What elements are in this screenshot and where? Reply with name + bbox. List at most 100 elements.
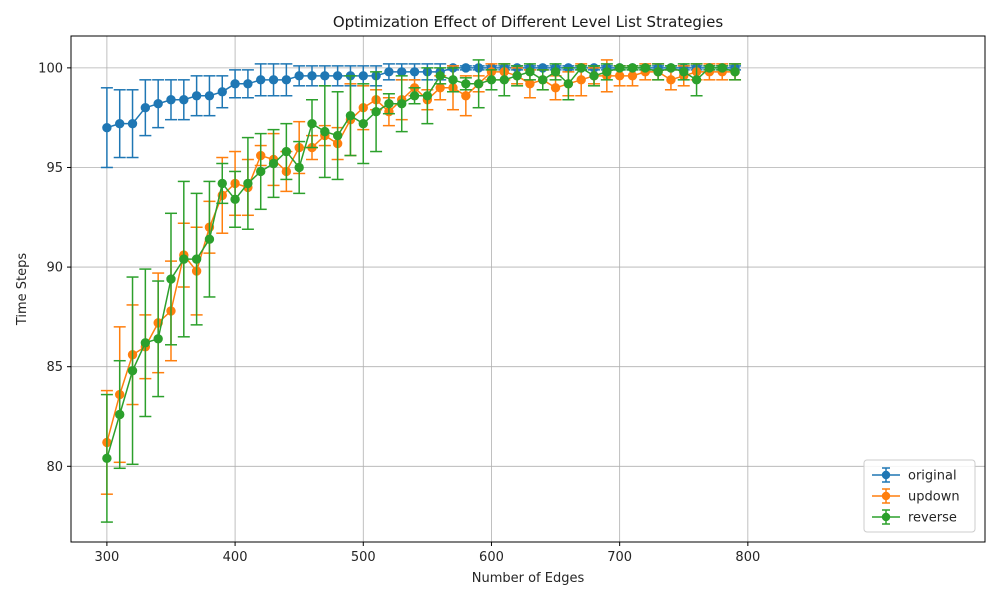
- data-point: [525, 79, 535, 89]
- data-point: [653, 67, 663, 77]
- data-point: [512, 71, 522, 81]
- data-point: [320, 71, 330, 81]
- data-point: [666, 63, 676, 73]
- data-point: [666, 75, 676, 85]
- data-point: [397, 67, 407, 77]
- data-point: [704, 63, 715, 73]
- x-axis-label: Number of Edges: [472, 571, 585, 586]
- data-point: [217, 178, 227, 189]
- data-point: [499, 75, 509, 85]
- data-point: [563, 79, 574, 89]
- legend: original updown reverse: [863, 459, 976, 533]
- data-point: [730, 67, 740, 77]
- legend-item-original: original: [872, 467, 957, 484]
- data-point: [191, 254, 202, 264]
- data-point: [576, 63, 586, 73]
- y-tick-label: 100: [38, 61, 63, 76]
- chart-title: Optimization Effect of Different Level L…: [333, 13, 724, 31]
- data-point: [525, 67, 535, 77]
- data-point: [435, 71, 445, 81]
- data-point: [550, 83, 561, 93]
- data-point: [384, 99, 394, 109]
- data-point: [435, 83, 445, 93]
- data-point: [640, 63, 650, 73]
- data-point: [217, 87, 227, 97]
- data-point: [538, 75, 548, 85]
- data-point: [358, 71, 368, 81]
- data-point: [461, 91, 471, 101]
- data-point: [332, 71, 343, 81]
- y-tick-label: 85: [46, 360, 63, 375]
- data-point: [243, 79, 253, 89]
- data-point: [627, 63, 638, 73]
- data-point: [230, 79, 240, 89]
- data-point: [281, 75, 292, 85]
- data-point: [473, 79, 484, 89]
- data-point: [115, 118, 125, 129]
- data-point: [268, 75, 279, 85]
- data-point: [102, 453, 112, 464]
- legend-marker: [881, 470, 891, 480]
- data-point: [294, 71, 304, 81]
- data-point: [384, 67, 394, 77]
- legend-box: [863, 459, 976, 533]
- data-point: [294, 162, 304, 173]
- x-tick-label: 300: [94, 550, 119, 565]
- data-point: [115, 409, 125, 420]
- data-point: [409, 91, 420, 101]
- data-point: [166, 95, 176, 105]
- data-point: [345, 110, 356, 121]
- data-point: [409, 67, 420, 77]
- data-point: [717, 63, 727, 73]
- data-point: [153, 334, 163, 344]
- data-point: [127, 365, 138, 376]
- x-tick-label: 800: [735, 550, 760, 565]
- data-point: [422, 91, 433, 101]
- data-point: [397, 99, 407, 109]
- data-point: [589, 71, 599, 81]
- data-point: [256, 75, 266, 85]
- data-point: [602, 67, 612, 77]
- data-point: [358, 118, 368, 129]
- legend-marker: [881, 491, 891, 501]
- data-point: [332, 130, 343, 141]
- data-point: [166, 274, 176, 284]
- data-point: [371, 107, 381, 117]
- data-point: [179, 95, 189, 105]
- data-point: [204, 234, 215, 244]
- plot-series: [100, 59, 742, 523]
- data-point: [576, 75, 586, 85]
- data-point: [140, 338, 151, 348]
- data-point: [550, 67, 561, 77]
- axis-ticks: 300 400 500 600 700 800 80 85 90 95 100: [38, 61, 760, 565]
- data-point: [320, 126, 330, 137]
- data-point: [179, 254, 189, 264]
- data-point: [614, 63, 625, 73]
- data-point: [102, 122, 112, 133]
- legend-marker: [881, 512, 891, 522]
- data-point: [691, 75, 702, 85]
- data-point: [204, 91, 215, 101]
- y-tick-label: 95: [46, 161, 63, 176]
- data-point: [243, 178, 253, 189]
- legend-label: reverse: [908, 511, 957, 526]
- data-point: [307, 71, 317, 81]
- legend-label: updown: [908, 490, 960, 505]
- plot-frame: [70, 35, 986, 543]
- data-point: [191, 91, 202, 101]
- data-point: [614, 71, 625, 81]
- y-tick-label: 90: [46, 261, 63, 276]
- data-point: [140, 103, 151, 113]
- legend-item-reverse: reverse: [872, 509, 957, 526]
- legend-label: original: [908, 469, 957, 484]
- data-point: [153, 99, 163, 109]
- data-point: [230, 194, 240, 205]
- data-point: [127, 118, 138, 129]
- data-point: [256, 166, 266, 177]
- legend-item-updown: updown: [872, 488, 960, 505]
- data-point: [486, 75, 497, 85]
- data-point: [461, 63, 471, 73]
